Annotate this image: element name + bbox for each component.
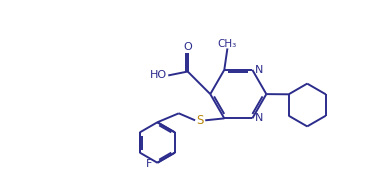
Text: S: S — [197, 114, 204, 127]
Text: F: F — [145, 159, 152, 169]
Text: CH₃: CH₃ — [218, 39, 237, 49]
Text: HO: HO — [150, 70, 167, 80]
Text: N: N — [255, 113, 263, 123]
Text: O: O — [183, 42, 192, 52]
Text: N: N — [255, 65, 263, 75]
